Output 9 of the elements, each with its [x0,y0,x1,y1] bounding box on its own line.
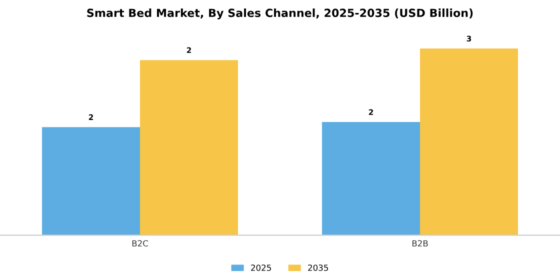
bar [420,48,518,236]
legend-label: 2035 [308,264,328,271]
bar [42,127,140,236]
x-tick-label: B2B [412,240,428,246]
chart-title: Smart Bed Market, By Sales Channel, 2025-2035 (USD Billion) [87,8,473,20]
bar [140,60,238,236]
x-tick-label: B2C [132,240,148,247]
bar [322,122,420,236]
legend-label: 2025 [251,264,271,271]
